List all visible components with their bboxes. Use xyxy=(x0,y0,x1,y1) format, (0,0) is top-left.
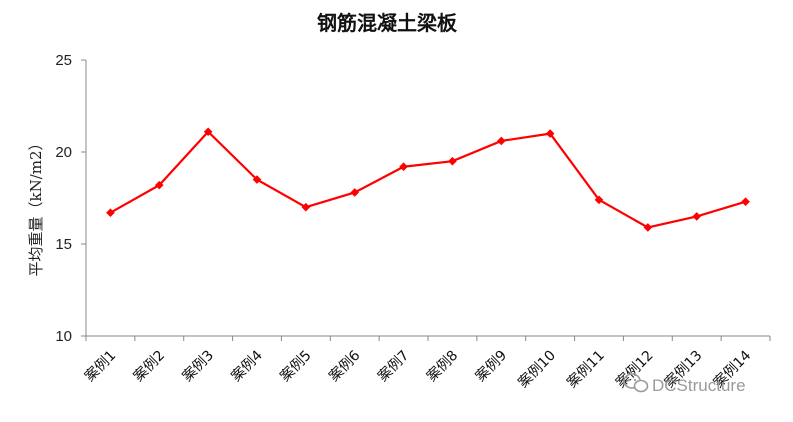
x-tick-label: 案例1 xyxy=(81,347,119,385)
y-axis-label: 平均重量（kN/m2） xyxy=(27,135,45,276)
series-line xyxy=(109,130,746,229)
data-point-marker xyxy=(741,197,750,206)
x-tick-label: 案例10 xyxy=(515,347,559,391)
x-tick-label: 案例6 xyxy=(325,347,363,385)
data-point-marker xyxy=(106,208,115,218)
y-ticks: 10 15 20 25 xyxy=(55,52,86,345)
watermark-text: DCStructure xyxy=(652,376,746,395)
y-tick-label: 10 xyxy=(55,328,72,345)
watermark: DCStructure xyxy=(623,373,746,395)
x-tick-label: 案例8 xyxy=(423,347,461,385)
data-point-marker xyxy=(252,175,262,184)
x-tick-label: 案例5 xyxy=(277,347,315,385)
series-layer xyxy=(106,127,750,232)
x-tick-label: 案例2 xyxy=(130,347,168,385)
y-tick-label: 15 xyxy=(55,236,72,253)
y-tick-label: 20 xyxy=(55,144,72,161)
data-point-marker xyxy=(643,223,653,232)
data-point-marker xyxy=(203,127,213,137)
data-point-marker xyxy=(301,202,311,212)
x-tick-label: 案例4 xyxy=(228,347,266,385)
x-tick-label: 案例11 xyxy=(563,347,607,391)
data-point-marker xyxy=(692,212,702,221)
x-tick-label: 案例9 xyxy=(472,347,510,385)
y-tick-label: 25 xyxy=(55,52,72,69)
x-tick-label: 案例3 xyxy=(179,347,217,385)
data-point-marker xyxy=(448,156,457,166)
data-point-marker xyxy=(496,136,506,146)
chart-title: 钢筋混凝土梁板 xyxy=(317,11,458,35)
data-point-marker xyxy=(350,188,360,197)
data-point-marker xyxy=(545,129,555,138)
wechat-icon xyxy=(623,373,649,393)
data-point-marker xyxy=(154,180,164,190)
x-tick-label: 案例7 xyxy=(374,347,412,385)
data-point-marker xyxy=(594,195,604,205)
x-ticks xyxy=(85,336,771,341)
data-point-marker xyxy=(399,162,408,172)
